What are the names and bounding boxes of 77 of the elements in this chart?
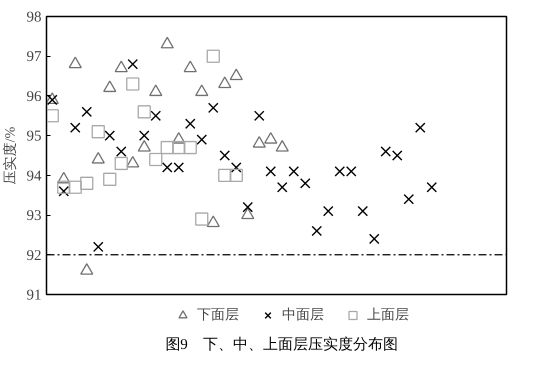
point	[230, 68, 243, 80]
point	[92, 242, 104, 252]
point	[160, 140, 174, 154]
point	[414, 122, 426, 133]
point	[195, 212, 208, 226]
point	[138, 140, 151, 152]
legend-label: 中面层	[282, 306, 324, 324]
text: 图9 下、中、上面层压实度分布图	[165, 335, 398, 355]
point	[252, 136, 266, 148]
point	[68, 56, 82, 68]
point	[322, 206, 334, 216]
point	[380, 146, 392, 157]
point	[46, 92, 59, 104]
point	[276, 182, 288, 193]
point	[126, 77, 140, 91]
point	[46, 109, 59, 122]
legend-label: 上面层	[367, 306, 409, 324]
point	[127, 58, 138, 70]
point	[114, 60, 128, 72]
point	[46, 94, 58, 106]
point	[172, 140, 186, 154]
y-tick-label: 91	[26, 288, 42, 304]
y-tick-label: 97	[26, 49, 42, 66]
point	[114, 156, 128, 170]
point	[218, 168, 232, 182]
point	[92, 152, 105, 164]
point	[149, 84, 162, 96]
point	[311, 226, 322, 236]
y-tick-label: 96	[26, 88, 42, 105]
point	[68, 180, 82, 194]
point	[116, 146, 127, 157]
point	[265, 166, 276, 177]
point	[80, 176, 94, 190]
point	[230, 168, 243, 182]
y-tick-label: 93	[26, 208, 42, 224]
point	[264, 132, 278, 144]
point	[195, 84, 208, 96]
point	[403, 194, 414, 204]
point	[208, 102, 219, 114]
point	[368, 234, 380, 244]
point	[81, 106, 92, 118]
point	[206, 50, 220, 63]
y-tick-label: 92	[26, 248, 42, 264]
point	[160, 36, 174, 48]
point	[219, 150, 230, 161]
point	[300, 178, 311, 189]
point	[172, 132, 186, 144]
point	[242, 202, 254, 212]
point	[184, 118, 196, 130]
point	[392, 150, 403, 161]
point	[230, 162, 242, 173]
point	[57, 180, 70, 194]
point	[196, 134, 208, 145]
y-axis-title: 压实度/%	[2, 126, 18, 184]
point	[184, 60, 197, 72]
point	[70, 122, 81, 133]
point	[103, 80, 116, 92]
point	[150, 110, 162, 122]
legend-label: 下面层	[197, 306, 239, 324]
point	[288, 166, 300, 177]
point	[426, 182, 438, 193]
point	[357, 206, 368, 216]
point	[138, 130, 150, 141]
point	[104, 130, 116, 141]
y-tick-label: 94	[26, 168, 42, 184]
point	[254, 110, 265, 122]
y-tick-label: 95	[26, 128, 42, 145]
point	[92, 125, 105, 138]
point	[126, 156, 140, 168]
point	[138, 105, 151, 118]
point	[184, 140, 197, 154]
point	[218, 76, 232, 88]
point	[103, 172, 116, 186]
point	[276, 140, 289, 152]
y-tick-label: 98	[26, 10, 42, 26]
point	[149, 152, 162, 166]
point	[58, 186, 70, 197]
